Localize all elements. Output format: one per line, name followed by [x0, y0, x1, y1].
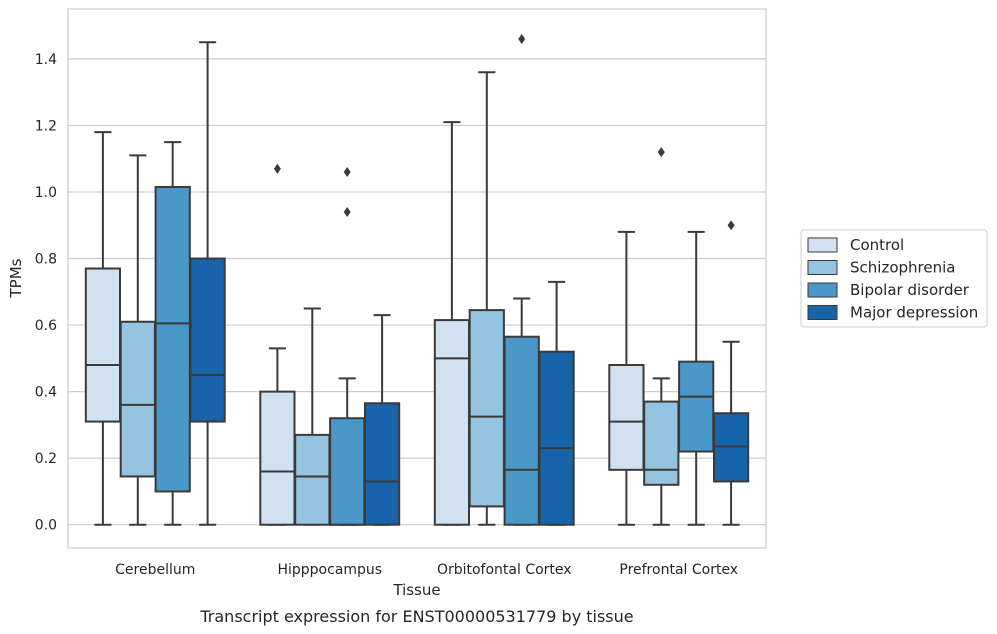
box-schizophrenia [468, 71, 505, 526]
box-body [189, 257, 226, 423]
legend-swatch [807, 305, 838, 320]
box-body [329, 417, 366, 526]
box-body [119, 320, 156, 478]
box-body [154, 186, 191, 493]
box-body [84, 267, 122, 423]
legend: Control Schizophrenia Bipolar disorder Majo… [800, 229, 988, 328]
y-tick-label: 0.0 [35, 518, 57, 534]
box-major-depression [189, 41, 226, 526]
x-tick-label: Cerebellum [115, 562, 195, 578]
box-body [643, 400, 680, 486]
legend-swatch [807, 237, 838, 253]
legend-swatch [807, 260, 838, 275]
y-tick-label: 0.8 [35, 252, 57, 268]
box-body [363, 402, 401, 526]
legend-label: Bipolar disorder [850, 281, 970, 299]
y-axis-label: TPMs [7, 258, 25, 298]
box-body [608, 364, 645, 471]
box-body [538, 350, 575, 526]
box-schizophrenia [643, 147, 680, 526]
outlier-point [518, 33, 526, 44]
outlier-point [727, 220, 735, 231]
y-tick-label: 1.2 [35, 118, 57, 134]
y-tick-labels: 0.0 0.2 0.4 0.6 0.8 1.0 1.2 1.4 [35, 52, 57, 534]
outlier-point [343, 206, 351, 217]
outlier-point [273, 163, 281, 174]
y-tick-label: 0.2 [35, 451, 57, 467]
box-bipolar-disorder [154, 141, 191, 526]
legend-label: Control [850, 236, 904, 254]
box-control [84, 131, 122, 526]
outlier-point [657, 147, 665, 158]
legend-swatch [807, 282, 838, 298]
box-schizophrenia [294, 307, 331, 526]
y-tick-label: 1.0 [35, 185, 57, 201]
x-tick-label: Prefrontal Cortex [619, 562, 738, 578]
legend-frame [800, 229, 988, 328]
box-body [294, 433, 331, 526]
box-body [678, 360, 715, 453]
y-tick-label: 0.4 [35, 385, 57, 401]
legend-label: Major depression [850, 304, 978, 322]
box-control [433, 121, 471, 526]
box-bipolar-disorder [329, 167, 366, 526]
x-tick-label: Orbitofontal Cortex [437, 562, 572, 578]
y-tick-label: 0.6 [35, 318, 57, 334]
plot-area-frame [67, 8, 767, 549]
box-body [259, 390, 296, 526]
x-tick-label: Hipppocampus [277, 562, 382, 578]
box-major-depression [363, 314, 401, 526]
box-body [503, 335, 540, 526]
box-major-depression [538, 280, 575, 526]
box-bipolar-disorder [503, 33, 540, 526]
box-major-depression [712, 220, 750, 526]
x-axis-label: Tissue [392, 581, 440, 599]
legend-label: Schizophrenia [850, 259, 955, 277]
box-body [433, 319, 471, 526]
outlier-point [343, 167, 351, 178]
box-control [608, 230, 645, 526]
y-tick-label: 1.4 [35, 52, 57, 68]
chart-caption: Transcript expression for ENST0000053177… [199, 607, 633, 626]
box-series [84, 33, 750, 526]
box-body [468, 309, 505, 508]
box-bipolar-disorder [678, 230, 715, 526]
box-schizophrenia [119, 154, 156, 526]
x-tick-labels: Cerebellum Hipppocampus Orbitofontal Corte… [115, 562, 738, 578]
box-control [259, 163, 296, 526]
